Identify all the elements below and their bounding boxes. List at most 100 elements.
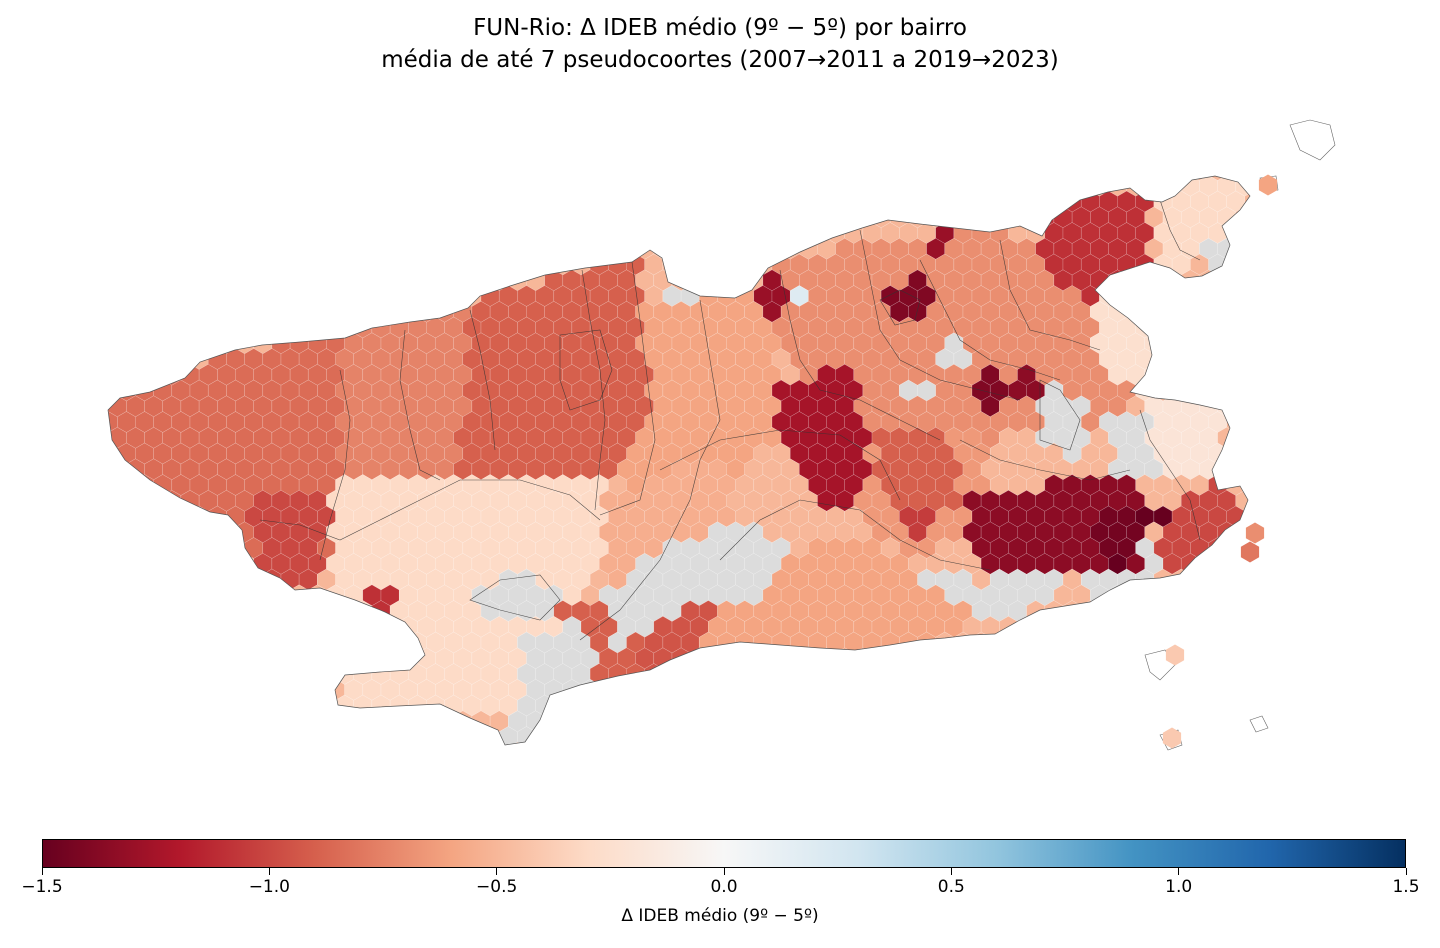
hex-cell [1026,631,1046,654]
hex-cell [1235,742,1250,745]
hex-cell [1244,694,1250,717]
hex-cell [207,222,227,244]
hex-cell [1026,694,1046,717]
hex-cell [417,742,436,745]
hex-cell [162,176,182,197]
hex-cell [1254,711,1272,732]
hex-cell [298,222,318,244]
hex-cell [253,679,273,701]
hex-cell [226,285,245,307]
neighborhood-border [469,574,561,621]
hex-cell [153,694,173,717]
hex-cell [617,176,636,197]
hex-cell [1117,631,1136,654]
hex-cell [217,269,236,292]
colorbar-tick-label: −1.0 [248,877,290,897]
hex-cell [917,176,936,181]
hex-cell [135,537,154,559]
hex-cell [544,238,564,260]
hex-cell [126,238,145,260]
neighborhood-border [559,329,613,411]
hex-cell [171,631,191,654]
hex-cell [262,316,282,339]
hex-cell [480,176,500,181]
hex-cell [81,380,99,401]
hex-cell [626,176,645,181]
hex-cell [1244,348,1250,370]
hex-cell [353,176,373,181]
hex-cell [217,647,236,670]
hex-cell [108,568,118,591]
hex-cell [1190,600,1209,622]
hex-cell [253,742,273,745]
hex-cell [698,176,718,181]
hex-cell [1180,616,1200,638]
hex-cell [644,222,664,244]
hex-cell [880,663,900,685]
hex-cell [1135,176,1155,181]
hex-cell [708,176,727,197]
hex-cell [280,726,300,745]
hex-cell [280,694,300,717]
hex-cell [1090,647,1109,670]
hex-cell [1199,742,1218,745]
hex-cell [380,269,400,292]
hex-cell [344,238,364,260]
hex-cell [689,238,709,260]
hex-cell [471,742,491,745]
hex-cell [1026,190,1046,213]
hex-cell [1199,584,1218,607]
neighborhood-border [581,269,606,511]
hex-cell [435,742,454,745]
hex-cell [317,316,336,339]
hex-cell [307,238,327,260]
hex-cell [498,222,518,244]
hex-cell [408,726,427,745]
hex-cell [689,742,709,745]
hex-cell [362,238,382,260]
hex-cell [1144,301,1164,323]
hex-cell [226,568,245,591]
hex-cell [899,176,918,181]
hex-cell [108,364,109,386]
hex-cell [307,206,327,229]
hex-cell [117,726,136,745]
hex-cell [271,238,291,260]
hex-cell [1053,647,1073,670]
hex-cell [207,537,227,559]
hex-cell [1080,663,1100,685]
hex-cell [808,222,827,244]
hex-cell [217,206,236,229]
map-subtitle: média de até 7 pseudocoortes (2007→2011 … [381,47,1059,73]
hex-cell [1035,679,1055,701]
hex-cell [1153,316,1173,339]
hex-cell [489,206,509,229]
hex-cell [553,222,573,244]
hex-cell [135,253,154,276]
hex-cell [726,176,745,197]
hex-cell [1126,710,1146,733]
hex-cell [944,206,964,229]
hex-cell [217,553,236,575]
hex-cell [1208,316,1227,339]
hex-cell [1017,679,1036,701]
hex-cell [1108,647,1127,670]
hex-cell [1017,176,1036,197]
hex-cell [171,348,191,370]
hex-cell [153,348,173,370]
hex-cell [298,190,318,213]
hex-cell [344,742,364,745]
hex-cell [862,694,882,717]
hex-cell [81,317,99,338]
hex-cell [517,222,536,244]
hex-cell [108,631,118,654]
hex-cell [826,694,845,717]
hex-cell [335,176,354,181]
hex-cell [1053,679,1073,701]
hex-cell [962,176,982,197]
hex-cell [753,726,773,745]
hex-cell [262,253,282,276]
hex-cell [207,176,227,181]
hex-cell [144,332,163,355]
hex-cell [1235,269,1250,292]
